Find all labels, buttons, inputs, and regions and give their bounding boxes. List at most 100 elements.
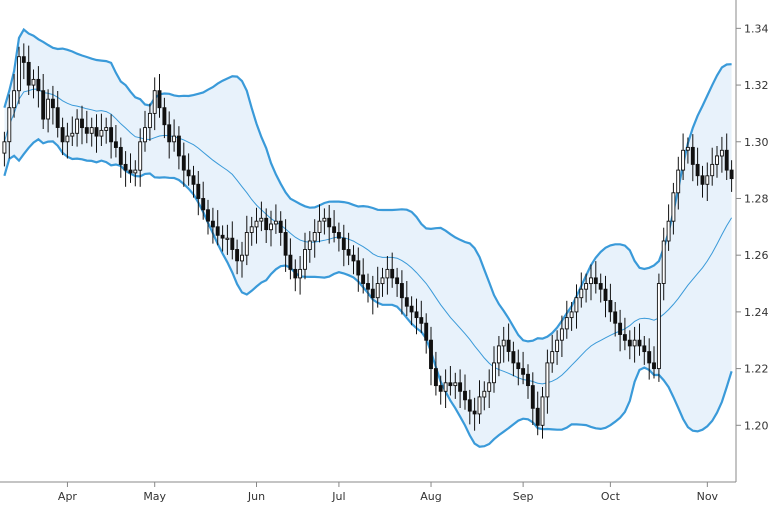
- candle: [75, 109, 80, 147]
- candle: [724, 133, 729, 180]
- candle-body-up: [46, 98, 51, 120]
- candle-body-up: [671, 192, 676, 222]
- candle-body-down: [55, 107, 60, 128]
- candle: [162, 97, 167, 139]
- candle-body-up: [244, 232, 249, 256]
- candle-body-up: [661, 240, 666, 284]
- candle-body-down: [652, 362, 656, 370]
- candle: [559, 315, 564, 357]
- bollinger-band-layer: [3, 27, 733, 448]
- candle: [458, 369, 463, 408]
- candle-body-up: [240, 254, 244, 262]
- x-tick-label: Apr: [58, 490, 78, 503]
- candle-body-down: [627, 339, 632, 347]
- candle-body-down: [215, 226, 220, 236]
- candle-body-down: [433, 368, 438, 387]
- candle: [249, 216, 254, 246]
- candle-body-down: [176, 135, 181, 157]
- candle: [191, 165, 196, 198]
- candle-body-down: [167, 124, 172, 143]
- candle: [404, 281, 409, 317]
- candle-body-down: [361, 274, 366, 284]
- candle: [118, 137, 123, 178]
- candle-body-down: [191, 175, 196, 185]
- candle-body-down: [351, 254, 356, 262]
- candle: [7, 94, 12, 159]
- candle: [375, 266, 380, 308]
- x-tick-label: Nov: [697, 490, 719, 503]
- candle: [535, 391, 540, 436]
- candle-body-up: [307, 240, 312, 250]
- candle: [317, 204, 322, 243]
- candle: [303, 232, 307, 280]
- candle-body-down: [409, 305, 414, 313]
- candle: [269, 210, 273, 247]
- candle-body-down: [642, 345, 647, 353]
- candle-body-up: [273, 220, 278, 225]
- candle: [172, 119, 177, 152]
- candle: [259, 201, 264, 232]
- candle: [545, 349, 550, 414]
- candle-body-down: [535, 407, 540, 426]
- candle-body-up: [705, 175, 710, 185]
- candle: [157, 74, 162, 118]
- candle-body-up: [7, 107, 12, 143]
- candle-body-down: [608, 300, 613, 313]
- candle-body-down: [210, 220, 215, 228]
- candle: [356, 247, 361, 292]
- candle: [89, 117, 94, 147]
- candle: [143, 110, 147, 152]
- candle-body-down: [424, 322, 429, 341]
- candle: [152, 77, 157, 131]
- candle: [210, 207, 215, 244]
- candle: [201, 181, 206, 220]
- candle-body-down: [26, 61, 31, 86]
- candle: [555, 330, 560, 365]
- candle-body-down: [438, 385, 443, 392]
- candle-body-up: [676, 169, 681, 194]
- candle: [598, 273, 603, 303]
- candle-body-down: [429, 339, 433, 370]
- candle-body-down: [346, 249, 351, 256]
- candle-body-down: [729, 169, 734, 180]
- candle: [593, 261, 598, 294]
- candle: [366, 273, 370, 303]
- candle-body-up: [99, 129, 104, 137]
- candle: [17, 46, 21, 105]
- candle-body-down: [647, 351, 652, 364]
- candle-body-down: [458, 382, 463, 392]
- candle: [482, 381, 487, 411]
- candle-body-up: [496, 345, 501, 364]
- candle: [419, 300, 424, 334]
- candle: [443, 369, 448, 408]
- candle: [477, 380, 482, 424]
- candle-body-down: [278, 220, 283, 233]
- candle-body-down: [593, 277, 598, 285]
- candle: [21, 43, 26, 80]
- candle-body-up: [715, 155, 719, 165]
- candle: [496, 336, 501, 377]
- candle-body-down: [264, 217, 269, 231]
- y-tick-label: 1.32: [744, 79, 768, 92]
- candle-body-down: [41, 90, 46, 120]
- candle: [50, 85, 55, 125]
- candle: [104, 117, 109, 144]
- candle: [569, 302, 574, 331]
- candle-body-down: [118, 146, 123, 165]
- candle: [676, 156, 681, 210]
- candle: [70, 116, 75, 146]
- candle-body-up: [482, 390, 487, 398]
- candle: [278, 211, 283, 246]
- candle-body-down: [724, 149, 729, 171]
- candle-body-down: [472, 410, 477, 415]
- candle: [65, 122, 70, 159]
- candle: [521, 351, 526, 385]
- candle-body-down: [700, 175, 705, 185]
- candle-body-down: [181, 155, 186, 171]
- candle-body-down: [690, 146, 695, 165]
- candle-body-down: [414, 311, 419, 319]
- candle: [652, 346, 656, 379]
- candle-body-up: [259, 217, 264, 222]
